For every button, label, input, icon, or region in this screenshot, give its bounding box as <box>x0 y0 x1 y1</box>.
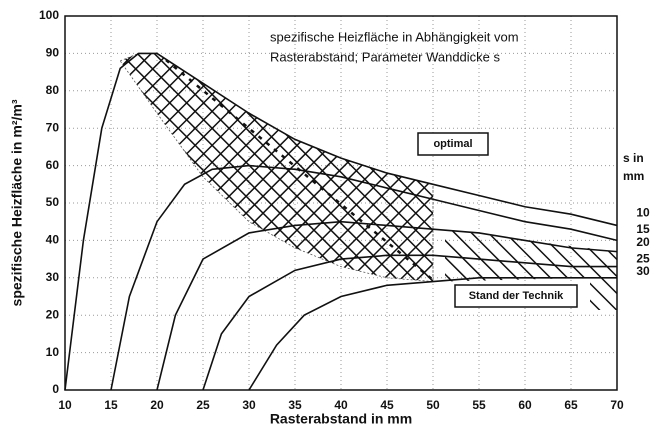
x-tick-label: 30 <box>242 398 256 412</box>
plot-frame <box>64 15 618 391</box>
y-tick-label: 0 <box>52 382 59 396</box>
legend-label: 15 <box>636 222 650 236</box>
curve <box>248 277 617 391</box>
curve <box>110 164 618 391</box>
label-box <box>454 284 578 308</box>
x-tick-label: 10 <box>58 398 72 412</box>
annotation: spezifische Heizfläche in Abhängigkeit v… <box>270 29 519 44</box>
x-tick-label: 55 <box>472 398 486 412</box>
y-tick-label: 90 <box>46 46 60 60</box>
curve <box>156 220 618 391</box>
annotation: Rasterabstand; Parameter Wanddicke s <box>270 49 501 64</box>
x-tick-label: 45 <box>380 398 394 412</box>
y-tick-label: 30 <box>46 270 60 284</box>
legend-label: 20 <box>636 235 650 249</box>
y-tick-label: 40 <box>46 233 60 247</box>
x-tick-label: 65 <box>564 398 578 412</box>
x-tick-label: 50 <box>426 398 440 412</box>
x-tick-label: 70 <box>610 398 624 412</box>
y-tick-label: 100 <box>39 8 59 22</box>
y-tick-label: 10 <box>46 345 60 359</box>
y-tick-label: 60 <box>46 158 60 172</box>
legend-title: s in <box>623 151 644 165</box>
x-tick-label: 25 <box>196 398 210 412</box>
label-box <box>417 132 489 156</box>
y-tick-label: 80 <box>46 83 60 97</box>
x-tick-label: 35 <box>288 398 302 412</box>
x-tick-label: 20 <box>150 398 164 412</box>
y-tick-label: 50 <box>46 195 60 209</box>
x-tick-label: 15 <box>104 398 118 412</box>
optimal-label: optimal <box>433 138 472 150</box>
curve <box>202 254 617 391</box>
legend-label: 30 <box>636 264 650 278</box>
y-axis-label: spezifische Heizfläche in m²/m³ <box>9 99 25 306</box>
x-tick-label: 40 <box>334 398 348 412</box>
x-tick-label: 60 <box>518 398 532 412</box>
legend-label: 25 <box>636 251 650 265</box>
stand-region <box>445 229 617 310</box>
curve <box>64 52 618 391</box>
legend-title: mm <box>623 169 644 183</box>
y-tick-label: 70 <box>46 120 60 134</box>
y-tick-label: 20 <box>46 307 60 321</box>
x-axis-label: Rasterabstand in mm <box>270 411 412 427</box>
legend-label: 10 <box>636 206 650 220</box>
stand-label: Stand der Technik <box>469 290 564 302</box>
